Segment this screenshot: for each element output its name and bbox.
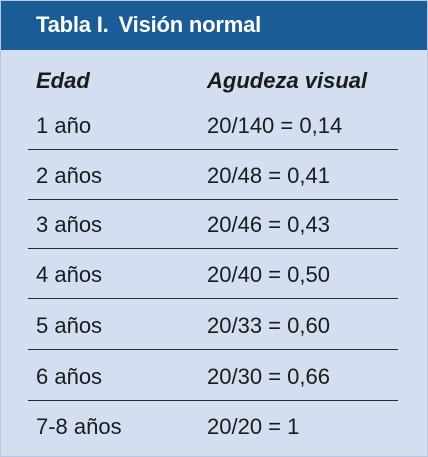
table-row: 3 años 20/46 = 0,43: [0, 201, 428, 249]
row-divider: [28, 400, 398, 401]
row-divider: [28, 349, 398, 350]
table-row: 1 año 20/140 = 0,14: [0, 102, 428, 150]
table-row: 6 años 20/30 = 0,66: [0, 353, 428, 401]
row-acuity: 20/33 = 0,60: [207, 313, 330, 338]
row-age: 4 años: [36, 262, 103, 287]
table-row: 4 años 20/40 = 0,50: [0, 251, 428, 299]
row-age: 6 años: [36, 364, 103, 389]
row-divider: [28, 298, 398, 299]
row-acuity: 20/20 = 1: [207, 414, 300, 439]
table-row: 5 años 20/33 = 0,60: [0, 302, 428, 350]
table-title-text: Visión normal: [118, 12, 262, 37]
table-header-row: Edad Agudeza visual: [0, 62, 428, 100]
row-age: 1 año: [36, 113, 92, 138]
table-title-prefix: Tabla I.: [36, 12, 109, 37]
row-age: 7-8 años: [36, 414, 122, 439]
table-row: 2 años 20/48 = 0,41: [0, 152, 428, 200]
row-acuity: 20/140 = 0,14: [207, 113, 343, 138]
header-age: Edad: [36, 68, 90, 93]
row-divider: [28, 248, 398, 249]
row-age: 5 años: [36, 313, 103, 338]
row-acuity: 20/30 = 0,66: [207, 364, 330, 389]
row-age: 3 años: [36, 212, 103, 237]
row-divider: [28, 149, 398, 150]
row-divider: [28, 199, 398, 200]
table-row: 7-8 años 20/20 = 1: [0, 403, 428, 451]
row-age: 2 años: [36, 163, 103, 188]
row-acuity: 20/48 = 0,41: [207, 163, 330, 188]
header-visual-acuity: Agudeza visual: [207, 68, 368, 93]
row-acuity: 20/46 = 0,43: [207, 212, 330, 237]
row-acuity: 20/40 = 0,50: [207, 262, 330, 287]
table-title: Tabla I. Visión normal: [0, 0, 428, 50]
